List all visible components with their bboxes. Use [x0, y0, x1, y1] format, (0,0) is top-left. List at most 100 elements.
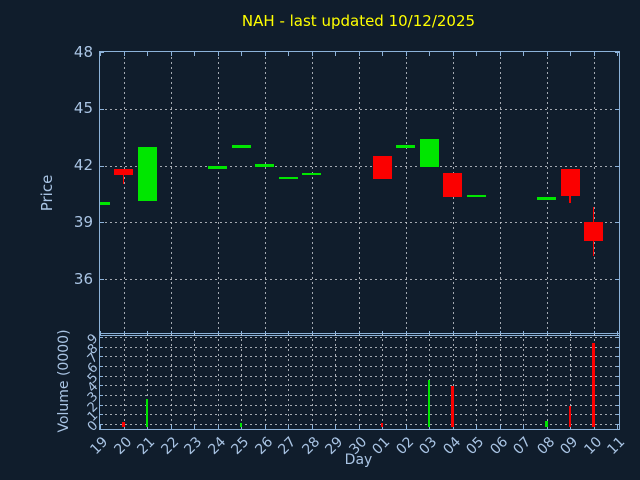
price-gridline-vertical	[264, 52, 266, 335]
volume-gridline-vertical	[288, 334, 289, 429]
price-gridline	[100, 279, 619, 281]
price-tick	[100, 279, 104, 281]
price-tick-label: 48	[73, 42, 93, 61]
doji-candle-day-24	[208, 166, 227, 169]
price-gridline-vertical	[593, 52, 595, 335]
volume-gridline-vertical	[546, 334, 548, 429]
volume-gridline	[100, 356, 619, 358]
volume-tick	[100, 404, 103, 406]
volume-gridline-vertical	[382, 334, 383, 429]
volume-tick	[616, 385, 619, 387]
x-tick	[358, 52, 360, 56]
volume-tick	[100, 385, 103, 387]
price-gridline-vertical	[311, 52, 313, 335]
x-tick	[617, 425, 618, 429]
x-tick	[382, 425, 383, 429]
volume-gridline-vertical	[241, 334, 242, 429]
x-tick	[476, 52, 477, 56]
price-tick	[100, 52, 104, 53]
price-gridline-vertical	[405, 52, 407, 335]
volume-panel	[99, 333, 620, 430]
volume-gridline	[100, 395, 619, 397]
x-tick	[499, 52, 501, 56]
x-tick	[100, 425, 101, 429]
price-gridline	[100, 108, 619, 110]
x-tick	[217, 425, 219, 429]
volume-gridline	[100, 385, 619, 387]
x-tick	[147, 425, 148, 429]
price-panel	[99, 51, 620, 336]
price-tick	[100, 165, 104, 167]
volume-tick	[100, 346, 103, 348]
candle-wick-day-20	[122, 169, 125, 185]
x-tick	[147, 52, 148, 56]
x-tick	[194, 52, 195, 56]
x-tick	[100, 52, 101, 56]
price-gridline	[100, 222, 619, 224]
volume-gridline-vertical	[405, 334, 407, 429]
price-tick	[100, 108, 104, 110]
doji-candle-day-02	[396, 145, 415, 148]
volume-gridline-vertical	[499, 334, 501, 429]
price-tick	[615, 165, 619, 167]
price-tick-label: 39	[73, 212, 93, 231]
price-tick	[100, 222, 104, 224]
x-tick	[170, 425, 172, 429]
volume-tick	[616, 365, 619, 367]
volume-tick	[100, 375, 103, 377]
volume-tick	[100, 424, 103, 426]
price-tick-label: 45	[73, 99, 93, 118]
day-axis-label: Day	[344, 452, 373, 468]
x-tick	[523, 425, 524, 429]
x-tick	[311, 52, 313, 56]
x-tick	[170, 52, 172, 56]
volume-tick	[100, 365, 103, 367]
volume-gridline-vertical	[264, 334, 266, 429]
volume-bar-day-09	[568, 405, 572, 427]
volume-gridline-vertical	[523, 334, 524, 429]
x-tick	[429, 52, 430, 56]
candle-body-day-03	[419, 139, 439, 168]
x-tick	[241, 52, 242, 56]
doji-candle-day-05	[466, 194, 486, 198]
doji-candle-day-25	[231, 145, 251, 148]
x-tick	[194, 425, 195, 429]
volume-tick	[100, 336, 103, 338]
volume-gridline	[100, 404, 619, 406]
volume-gridline-vertical	[170, 334, 172, 429]
x-tick	[288, 425, 289, 429]
volume-tick	[616, 375, 619, 377]
volume-bar-day-25	[239, 422, 243, 427]
candle-body-day-01	[372, 156, 392, 179]
x-tick	[405, 52, 407, 56]
volume-gridline-vertical	[194, 334, 195, 429]
volume-tick	[616, 356, 619, 358]
volume-tick	[100, 414, 103, 416]
volume-tick	[616, 424, 619, 426]
x-tick	[382, 52, 383, 56]
volume-gridline-vertical	[358, 334, 360, 429]
x-tick	[405, 425, 407, 429]
x-tick	[570, 52, 571, 56]
price-tick	[615, 222, 619, 224]
x-tick	[311, 425, 313, 429]
volume-gridline-vertical	[217, 334, 219, 429]
price-tick	[615, 108, 619, 110]
volume-tick	[616, 346, 619, 348]
volume-gridline	[100, 424, 619, 426]
x-tick	[358, 425, 360, 429]
candle-body-day-21	[137, 146, 157, 202]
volume-gridline-vertical	[335, 334, 336, 429]
price-gridline-vertical	[358, 52, 360, 335]
price-gridline-vertical	[170, 52, 172, 335]
volume-bar-day-20	[122, 421, 125, 427]
x-tick	[452, 425, 454, 429]
volume-gridline-vertical	[147, 334, 148, 429]
x-tick	[593, 52, 595, 56]
volume-bar-day-04	[451, 386, 454, 427]
volume-gridline-vertical	[452, 334, 454, 429]
volume-bar-day-03	[427, 379, 431, 427]
x-tick	[288, 52, 289, 56]
x-tick	[335, 52, 336, 56]
